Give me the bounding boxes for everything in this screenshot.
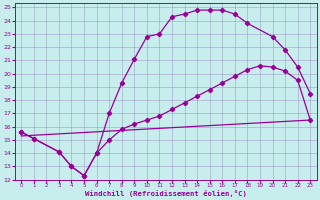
X-axis label: Windchill (Refroidissement éolien,°C): Windchill (Refroidissement éolien,°C) (85, 190, 247, 197)
